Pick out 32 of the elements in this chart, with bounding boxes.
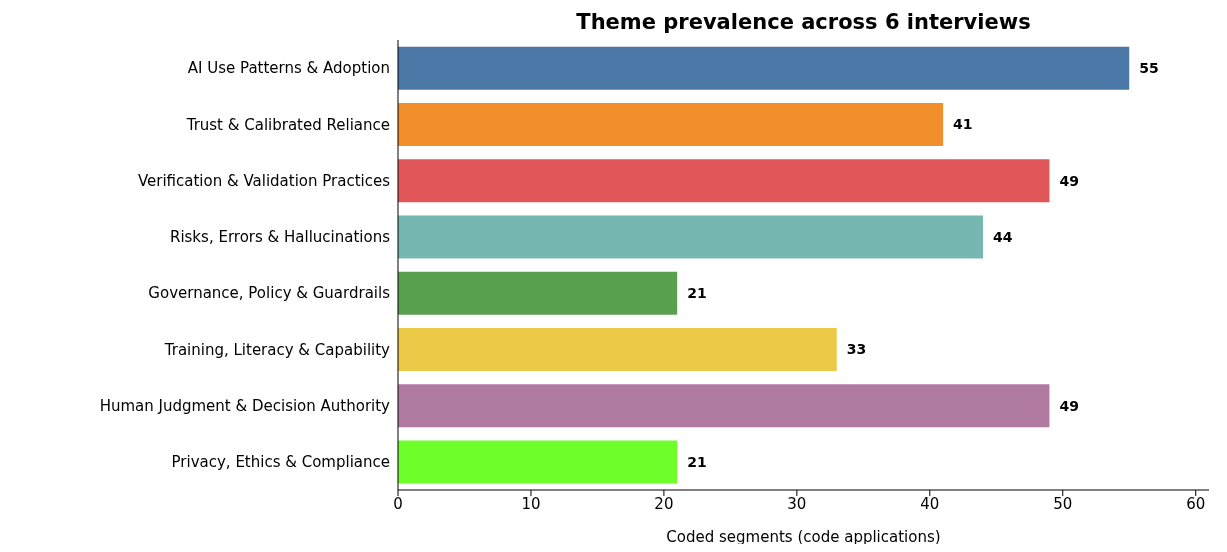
data-label: 21 bbox=[687, 285, 707, 302]
bar bbox=[398, 384, 1050, 428]
chart-title: Theme prevalence across 6 interviews bbox=[575, 9, 1032, 36]
y-tick-label: Privacy, Ethics & Compliance bbox=[171, 453, 390, 472]
y-tick-label: Human Judgment & Decision Authority bbox=[99, 396, 391, 415]
data-label: 33 bbox=[846, 341, 867, 358]
data-label: 44 bbox=[992, 228, 1013, 245]
bar bbox=[398, 271, 678, 315]
x-tick-label: 10 bbox=[521, 494, 541, 513]
data-label: 21 bbox=[687, 453, 707, 470]
y-tick-label: Trust & Calibrated Reliance bbox=[185, 115, 390, 134]
x-tick-label: 40 bbox=[920, 494, 940, 513]
x-tick-label: 50 bbox=[1053, 494, 1073, 513]
y-tick-label: Governance, Policy & Guardrails bbox=[148, 284, 391, 303]
bar bbox=[398, 440, 678, 484]
y-tick-label: AI Use Patterns & Adoption bbox=[187, 59, 390, 78]
data-label: 41 bbox=[953, 116, 973, 133]
x-tick-label: 30 bbox=[787, 494, 807, 513]
data-label: 49 bbox=[1059, 397, 1079, 414]
y-tick-label: Risks, Errors & Hallucinations bbox=[169, 228, 391, 247]
y-tick-label: Verification & Validation Practices bbox=[137, 171, 391, 190]
y-tick-label: Training, Literacy & Capability bbox=[163, 340, 391, 359]
data-label: 55 bbox=[1139, 60, 1159, 77]
x-tick-label: 60 bbox=[1186, 494, 1206, 513]
bar bbox=[398, 46, 1130, 90]
data-label: 49 bbox=[1059, 172, 1079, 189]
bar bbox=[398, 103, 944, 146]
bar bbox=[398, 159, 1050, 203]
bar bbox=[398, 328, 837, 371]
bar bbox=[398, 215, 983, 259]
x-tick-label: 0 bbox=[393, 494, 403, 513]
x-tick-label: 20 bbox=[654, 494, 674, 513]
